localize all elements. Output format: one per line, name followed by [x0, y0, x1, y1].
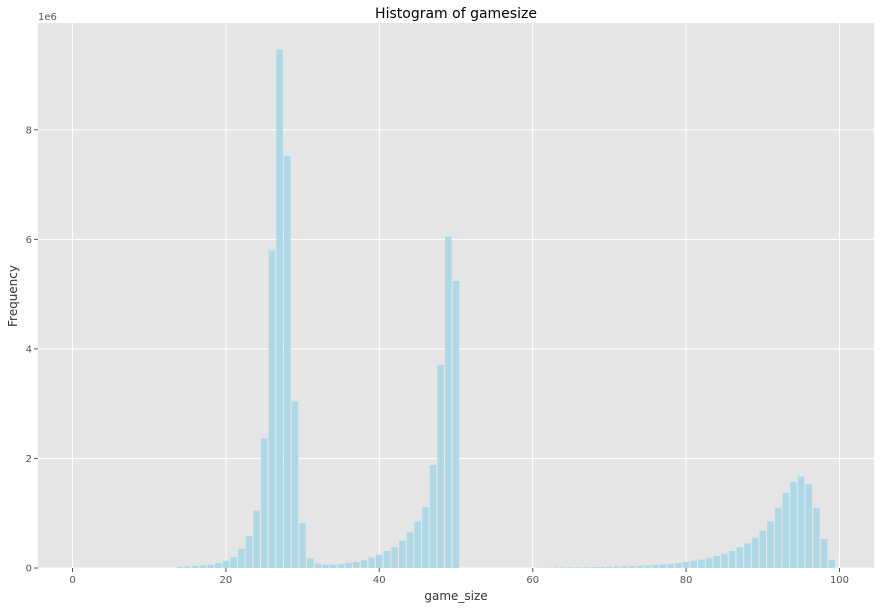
- x-tick-label: 40: [373, 575, 386, 586]
- histogram-bar: [299, 523, 306, 568]
- x-tick-label: 20: [220, 575, 233, 586]
- histogram-bar: [767, 521, 774, 568]
- y-tick-label: 4: [26, 344, 32, 355]
- histogram-bar: [721, 553, 728, 568]
- histogram-bar: [345, 563, 352, 568]
- x-tick-label: 0: [69, 575, 75, 586]
- bars: [176, 49, 836, 569]
- histogram-bar: [291, 401, 299, 568]
- histogram-bar: [391, 547, 398, 568]
- histogram-bar: [828, 559, 836, 568]
- histogram-bar: [399, 540, 406, 568]
- histogram-bar: [307, 558, 314, 568]
- histogram-bar: [214, 563, 222, 568]
- histogram-bar: [598, 566, 605, 568]
- histogram-bar: [452, 280, 460, 568]
- x-tick-label: 80: [680, 575, 693, 586]
- histogram-bar: [667, 563, 675, 568]
- histogram-bar: [790, 482, 797, 568]
- histogram-bar: [744, 543, 751, 568]
- histogram-bar: [406, 532, 414, 568]
- histogram-bar: [583, 567, 590, 568]
- histogram-bar: [360, 560, 368, 568]
- histogram-bar: [230, 557, 237, 568]
- y-scale-label: 1e6: [38, 12, 57, 23]
- histogram-bar: [383, 551, 391, 568]
- histogram-bar: [322, 564, 329, 568]
- x-axis-ticks: 0 20 40 60 80 100: [69, 568, 849, 586]
- histogram-bar: [644, 565, 652, 568]
- chart-title: Histogram of gamesize: [375, 6, 537, 22]
- histogram-bar: [191, 565, 199, 568]
- histogram-bar: [567, 567, 575, 568]
- y-axis-ticks: 0 2 4 6 8: [26, 125, 38, 575]
- histogram-bar: [652, 564, 659, 568]
- histogram-bar: [276, 49, 283, 569]
- histogram-bar: [813, 507, 820, 568]
- histogram-bar: [690, 560, 698, 568]
- histogram-bar: [728, 551, 736, 568]
- histogram-bar: [751, 537, 759, 568]
- histogram-bar: [445, 236, 452, 568]
- y-axis-label: Frequency: [6, 265, 20, 327]
- histogram-bar: [713, 555, 721, 568]
- histogram-bar: [422, 507, 429, 568]
- histogram-bar: [590, 567, 598, 568]
- histogram-bar: [782, 492, 790, 568]
- histogram-bar: [268, 250, 276, 568]
- histogram-bar: [184, 566, 191, 568]
- histogram-bar: [805, 484, 813, 568]
- histogram-bar: [698, 559, 705, 568]
- histogram-bar: [774, 507, 782, 568]
- histogram-bar: [330, 564, 337, 568]
- histogram-bar: [337, 564, 345, 568]
- histogram-bar: [759, 530, 767, 568]
- histogram-bar: [820, 538, 828, 568]
- histogram-bar: [621, 566, 628, 568]
- histogram-bar: [606, 566, 613, 568]
- histogram-bar: [429, 465, 437, 568]
- histogram-bar: [314, 563, 322, 568]
- x-tick-label: 60: [526, 575, 539, 586]
- histogram-bar: [613, 566, 621, 568]
- histogram-bar: [222, 560, 230, 568]
- histogram-bar: [682, 561, 690, 568]
- histogram-bar: [260, 438, 268, 568]
- histogram-bar: [675, 563, 682, 568]
- histogram-bar: [659, 564, 667, 568]
- histogram-bar: [353, 561, 360, 568]
- y-tick-label: 2: [26, 454, 32, 465]
- x-axis-label: game_size: [424, 589, 487, 603]
- y-tick-label: 8: [26, 125, 32, 136]
- histogram-bar: [575, 567, 582, 568]
- histogram-bar: [414, 521, 421, 568]
- histogram-bar: [207, 564, 214, 568]
- histogram-bar: [253, 510, 260, 568]
- histogram-bar: [237, 548, 245, 568]
- histogram-bar: [636, 565, 644, 568]
- histogram-bar: [736, 547, 744, 568]
- histogram-bar: [376, 554, 383, 568]
- histogram-bar: [176, 566, 184, 568]
- histogram-bar: [629, 566, 636, 568]
- y-tick-label: 6: [26, 235, 32, 246]
- histogram-bar: [437, 364, 444, 568]
- histogram-bar: [199, 565, 207, 568]
- y-tick-label: 0: [26, 564, 32, 575]
- histogram-bar: [368, 557, 375, 568]
- x-tick-label: 100: [830, 575, 849, 586]
- histogram-bar: [245, 536, 253, 568]
- histogram-bar: [284, 156, 291, 568]
- histogram-bar: [797, 476, 805, 568]
- histogram-bar: [705, 557, 713, 568]
